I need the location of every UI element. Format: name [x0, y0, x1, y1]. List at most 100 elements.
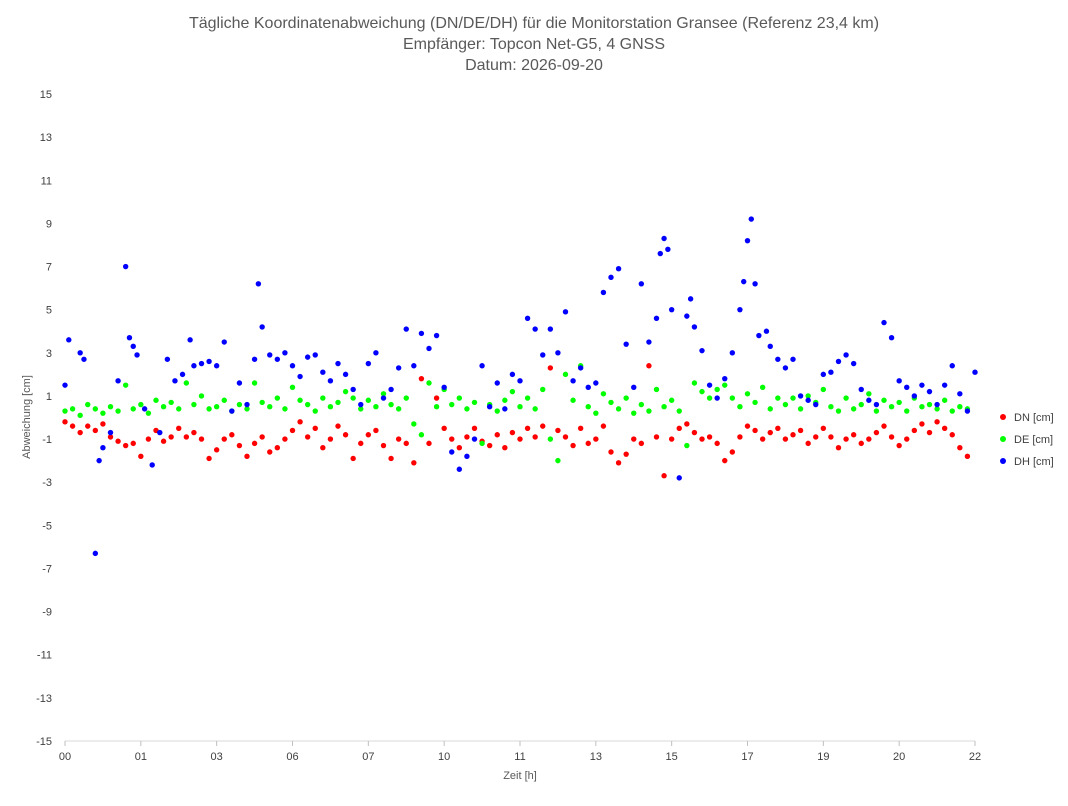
- data-point: [81, 356, 87, 362]
- data-point: [130, 343, 136, 350]
- y-tick-label: 5: [46, 305, 52, 317]
- data-point: [172, 378, 178, 384]
- data-point: [676, 425, 682, 431]
- data-point: [433, 404, 440, 410]
- y-tick-label: -7: [42, 563, 52, 575]
- data-point: [297, 419, 303, 425]
- data-point: [684, 313, 690, 319]
- data-point: [229, 432, 235, 438]
- y-tick-label: -11: [37, 650, 52, 662]
- y-tick-label: -5: [42, 520, 52, 532]
- data-point: [691, 429, 698, 436]
- data-point: [183, 380, 190, 386]
- data-point: [168, 434, 174, 440]
- data-point: [904, 436, 910, 442]
- data-point: [919, 421, 925, 427]
- data-point: [805, 440, 811, 447]
- data-point: [524, 395, 531, 401]
- data-point: [471, 425, 478, 431]
- data-point: [638, 401, 645, 408]
- data-point: [403, 395, 409, 401]
- data-point: [411, 363, 417, 369]
- data-point: [471, 436, 478, 442]
- data-point: [85, 401, 91, 408]
- data-point: [949, 432, 955, 438]
- data-point: [107, 404, 114, 410]
- data-point: [388, 386, 394, 393]
- data-point: [206, 358, 212, 365]
- data-point: [835, 444, 842, 451]
- data-point: [456, 395, 463, 401]
- data-point: [259, 324, 265, 330]
- data-point: [676, 408, 682, 414]
- data-point: [259, 434, 265, 440]
- data-point: [585, 440, 591, 447]
- data-point: [259, 399, 265, 406]
- data-point: [744, 237, 751, 244]
- x-tick-label: 15: [666, 751, 678, 763]
- data-point: [555, 350, 561, 356]
- data-point: [251, 356, 258, 362]
- data-point: [850, 432, 857, 438]
- data-point: [92, 427, 99, 434]
- data-point: [380, 395, 387, 401]
- data-point: [464, 453, 470, 460]
- data-point: [100, 444, 106, 451]
- data-point: [600, 289, 607, 296]
- y-tick-label: -1: [42, 434, 52, 446]
- data-point: [729, 449, 736, 455]
- data-point: [342, 388, 349, 395]
- data-point: [327, 404, 334, 410]
- data-point: [691, 380, 698, 386]
- data-point: [919, 382, 925, 388]
- data-point: [748, 216, 754, 222]
- data-point: [668, 397, 675, 403]
- data-point: [873, 429, 880, 436]
- data-point: [164, 356, 171, 362]
- data-point: [752, 281, 758, 287]
- data-point: [456, 466, 463, 472]
- data-point: [395, 365, 402, 371]
- data-point: [570, 397, 576, 403]
- data-point: [706, 434, 713, 440]
- data-point: [403, 440, 409, 447]
- data-point: [562, 434, 569, 440]
- x-axis-title: Zeit [h]: [503, 770, 537, 782]
- data-point: [418, 330, 425, 337]
- data-point: [631, 436, 637, 442]
- data-point: [327, 378, 334, 384]
- x-tick-label: 13: [590, 751, 602, 763]
- data-point: [509, 388, 516, 395]
- data-point: [858, 401, 864, 408]
- data-point: [157, 429, 163, 436]
- data-point: [107, 429, 114, 436]
- data-point: [850, 360, 857, 367]
- data-point: [92, 550, 99, 557]
- data-point: [221, 397, 227, 403]
- y-axis: 15 13 11 9 7 5 3 1 -1 -3 -5 -7 -9 -11 -13 -15: [36, 89, 52, 748]
- data-point: [964, 453, 971, 460]
- data-point: [577, 365, 584, 371]
- data-point: [858, 440, 864, 447]
- data-point: [797, 393, 804, 399]
- data-point: [540, 386, 546, 393]
- data-point: [289, 363, 296, 369]
- data-point: [828, 369, 834, 375]
- data-point: [426, 380, 432, 386]
- data-point: [904, 408, 910, 414]
- data-point: [267, 404, 273, 410]
- data-point: [358, 406, 364, 412]
- data-point: [441, 425, 447, 431]
- x-tick-label: 10: [438, 751, 450, 763]
- data-point: [646, 363, 652, 369]
- data-point: [350, 395, 356, 401]
- data-point: [790, 432, 796, 438]
- data-point: [107, 434, 114, 440]
- data-point: [608, 399, 614, 406]
- data-point: [729, 350, 736, 356]
- y-tick-label: 3: [46, 348, 52, 360]
- series-2: [62, 363, 971, 464]
- x-tick-label: 07: [362, 751, 374, 763]
- data-point: [494, 408, 500, 414]
